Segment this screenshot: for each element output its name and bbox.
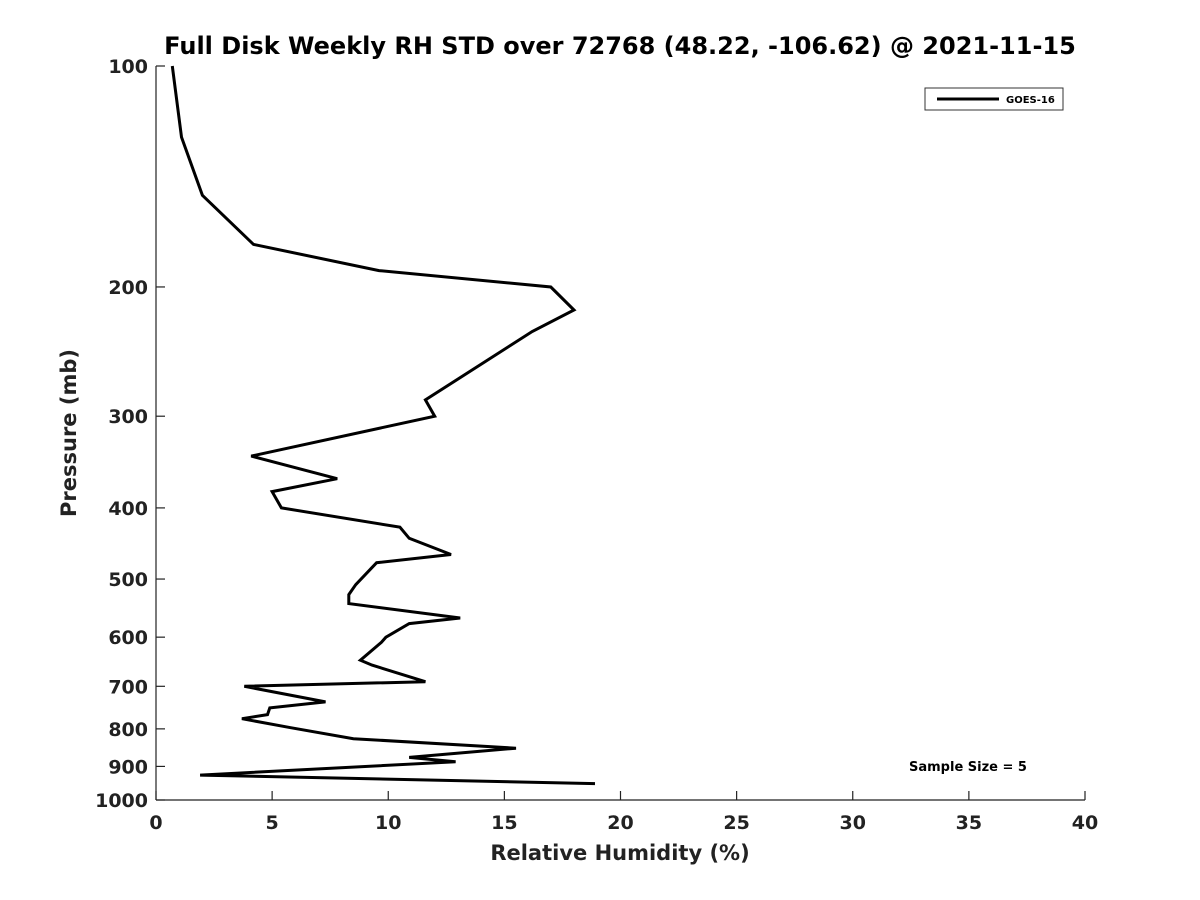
x-tick-label: 15 [491, 812, 517, 834]
x-tick-label: 30 [840, 812, 866, 834]
plot-area: 0 5 10 15 20 25 30 35 40 100 200 300 400 500 600 700 80… [95, 56, 1098, 834]
series-line-goes-16 [170, 65, 596, 786]
y-tick-label: 100 [108, 56, 148, 78]
x-tick-label: 5 [266, 812, 279, 834]
y-tick-label: 400 [108, 498, 148, 520]
y-tick-label: 300 [108, 406, 148, 428]
x-axis-ticks: 0 5 10 15 20 25 30 35 40 [149, 791, 1098, 834]
y-tick-label: 900 [108, 756, 148, 778]
y-axis-label: Pressure (mb) [57, 349, 81, 517]
x-tick-label: 10 [375, 812, 401, 834]
chart-title: Full Disk Weekly RH STD over 72768 (48.2… [164, 32, 1076, 60]
y-tick-label: 500 [108, 569, 148, 591]
y-tick-label: 600 [108, 627, 148, 649]
y-tick-label: 1000 [95, 790, 148, 812]
y-axis-ticks: 100 200 300 400 500 600 700 800 900 1000 [95, 56, 165, 812]
sample-size-annotation: Sample Size = 5 [909, 760, 1027, 775]
x-tick-label: 40 [1072, 812, 1098, 834]
y-tick-label: 700 [108, 676, 148, 698]
x-axis-label: Relative Humidity (%) [490, 841, 749, 865]
y-tick-label: 800 [108, 719, 148, 741]
legend: GOES-16 [924, 87, 1064, 111]
legend-entry-goes-16: GOES-16 [1006, 95, 1055, 106]
y-tick-label: 200 [108, 277, 148, 299]
x-tick-label: 0 [149, 812, 162, 834]
x-tick-label: 25 [723, 812, 749, 834]
series-layer [170, 65, 596, 786]
x-tick-label: 35 [956, 812, 982, 834]
x-tick-label: 20 [607, 812, 633, 834]
